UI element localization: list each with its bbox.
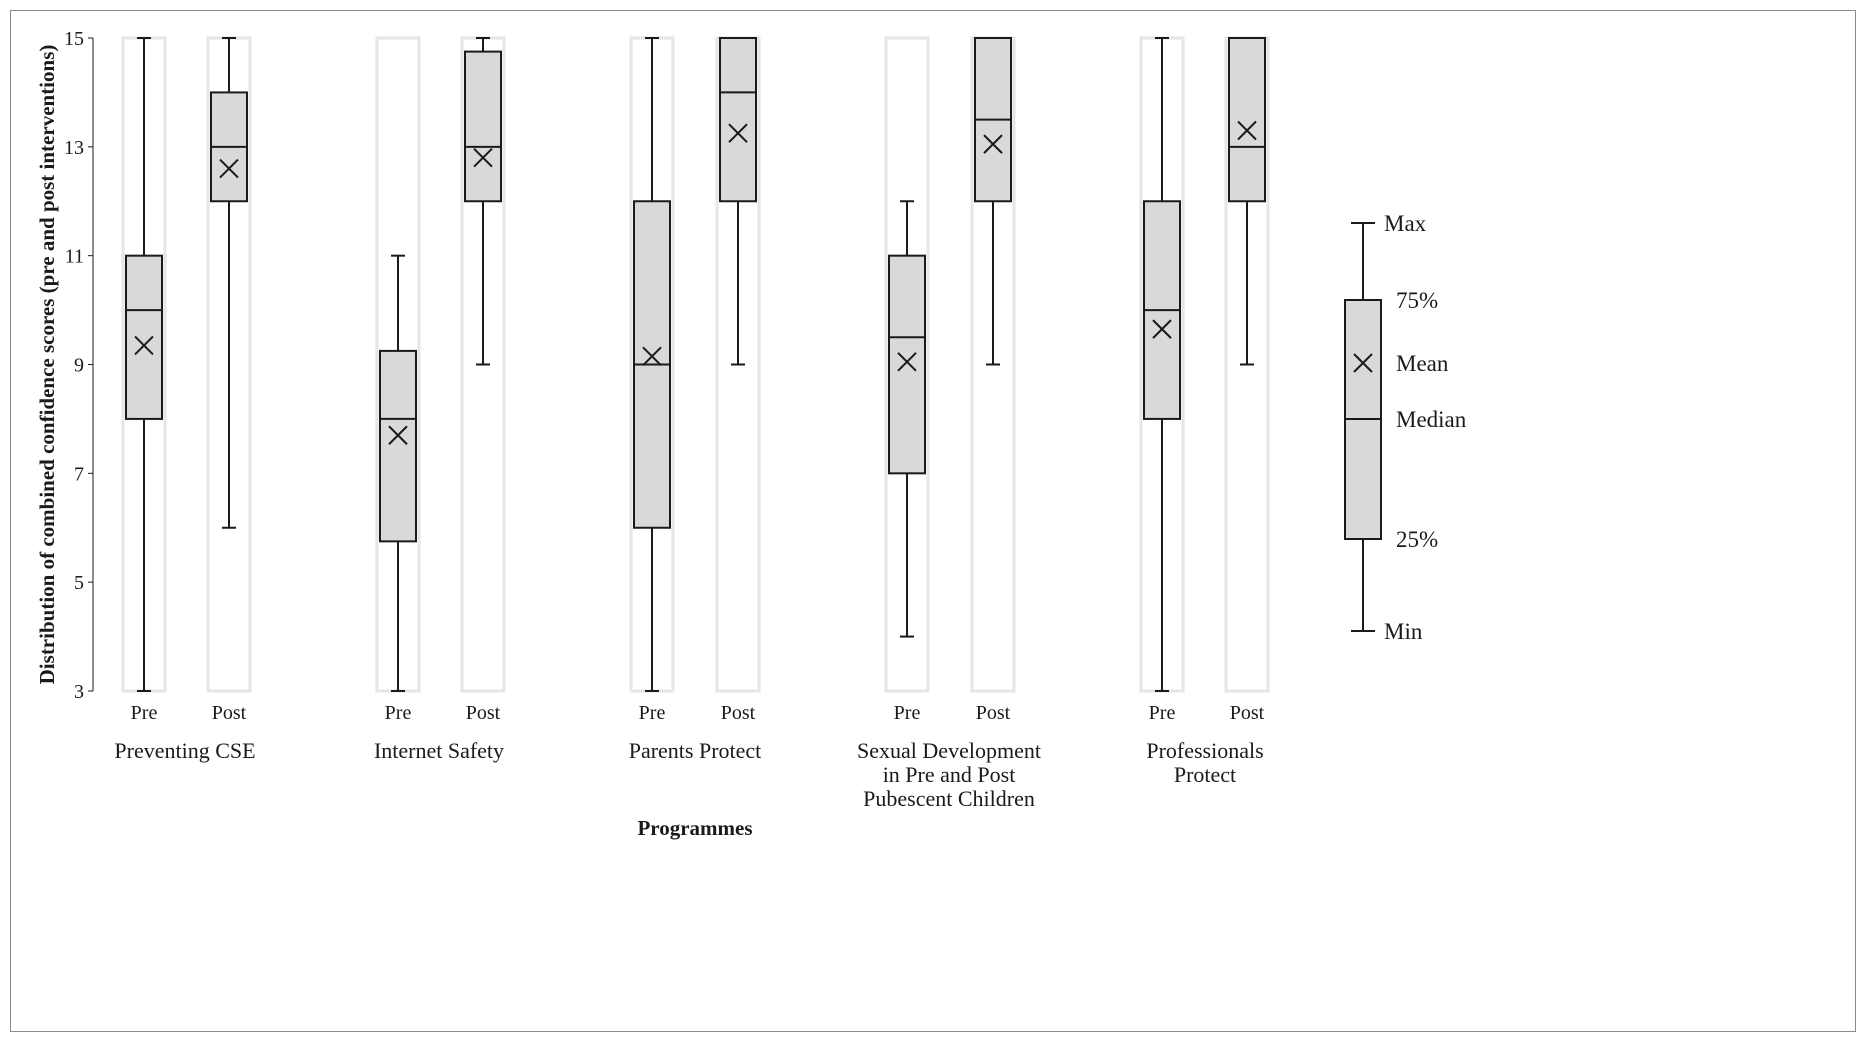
box-iqr (888, 254, 926, 475)
mean-marker (1353, 353, 1373, 373)
group-label-line: Protect (1174, 762, 1236, 787)
legend-label-min: Min (1384, 619, 1423, 644)
group-label-line: Parents Protect (629, 738, 762, 763)
group-label-line: Preventing CSE (114, 738, 255, 763)
group-label: Internet Safety (374, 738, 504, 763)
group-label-line: Pubescent Children (863, 786, 1035, 811)
column-shadow (884, 36, 930, 693)
boxes-layer (125, 37, 1266, 692)
group-label-line: in Pre and Post (883, 762, 1016, 787)
mean-marker (897, 352, 917, 372)
mean-marker (642, 346, 662, 367)
x-axis-title: Programmes (637, 816, 752, 840)
y-axis-title: Distribution of combined confidence scor… (35, 45, 59, 685)
legend-label-q3: 75% (1396, 288, 1438, 313)
mean-marker (134, 335, 154, 356)
legend-label-median: Median (1396, 407, 1467, 432)
box-iqr (379, 349, 417, 543)
legend-label-q1: 25% (1396, 527, 1438, 552)
mean-marker (983, 134, 1003, 154)
group-label: Sexual Development in Pre and Post Pubesce… (857, 738, 1041, 811)
shadow-layer (121, 36, 1270, 693)
box-iqr (125, 254, 163, 420)
box-label: Post (212, 702, 247, 724)
box-iqr (719, 37, 757, 203)
mean-marker (1152, 319, 1172, 339)
mean-marker (1237, 120, 1257, 141)
box-label: Pre (639, 702, 666, 724)
x-labels: Pre Post Preventing CSE Pre Post Internet Saf… (114, 702, 1264, 811)
chart-frame: 3 5 7 9 11 13 15 Pre Post Preventing CSE Pre Post I… (10, 10, 1856, 1032)
y-tick-label: 15 (64, 28, 84, 50)
box-label: Pre (1149, 702, 1176, 724)
mean-marker (473, 148, 493, 168)
group-label-line: Professionals (1146, 738, 1263, 763)
y-tick-label: 13 (64, 137, 84, 159)
y-tick-label: 11 (65, 246, 84, 268)
box-label: Pre (894, 702, 921, 724)
y-axis: 3 5 7 9 11 13 15 (64, 28, 94, 703)
box-label: Post (721, 702, 756, 724)
group-label-line: Internet Safety (374, 738, 504, 763)
legend: Max 75% Mean Median 25% Min (1344, 211, 1467, 644)
box-label: Pre (385, 702, 412, 724)
group-label: Professionals Protect (1146, 738, 1263, 787)
box-label: Post (1230, 702, 1265, 724)
box-iqr (1228, 37, 1266, 203)
group-label: Preventing CSE (114, 738, 255, 763)
box-label: Post (976, 702, 1011, 724)
box-label: Post (466, 702, 501, 724)
group-label-line: Sexual Development (857, 738, 1041, 763)
mean-marker (728, 123, 748, 143)
legend-label-mean: Mean (1396, 351, 1449, 376)
mean-marker (388, 425, 408, 445)
y-tick-label: 5 (74, 572, 84, 594)
group-label: Parents Protect (629, 738, 762, 763)
legend-label-max: Max (1384, 211, 1427, 236)
box-plot-chart: 3 5 7 9 11 13 15 Pre Post Preventing CSE Pre Post I… (35, 28, 1467, 840)
box-iqr (464, 50, 502, 203)
mean-marker (219, 158, 239, 179)
y-tick-label: 3 (74, 681, 84, 703)
y-tick-label: 7 (74, 463, 84, 485)
box-label: Pre (131, 702, 158, 724)
y-tick-label: 9 (74, 355, 84, 377)
